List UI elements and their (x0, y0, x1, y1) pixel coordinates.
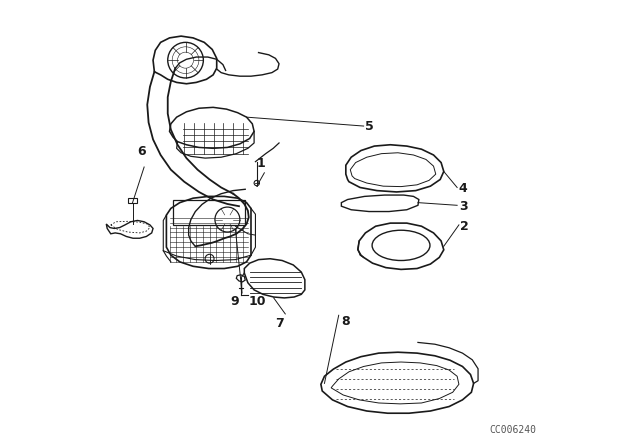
Text: CC006240: CC006240 (489, 426, 536, 435)
Text: 4: 4 (459, 182, 468, 195)
Text: 1: 1 (257, 157, 266, 170)
Text: 10: 10 (249, 295, 266, 308)
Text: 5: 5 (365, 121, 374, 134)
Text: 8: 8 (341, 315, 350, 328)
Text: 3: 3 (459, 200, 468, 213)
Text: 6: 6 (138, 145, 146, 158)
Text: 9: 9 (230, 295, 239, 308)
Text: 2: 2 (460, 220, 469, 233)
Text: 7: 7 (275, 317, 284, 330)
